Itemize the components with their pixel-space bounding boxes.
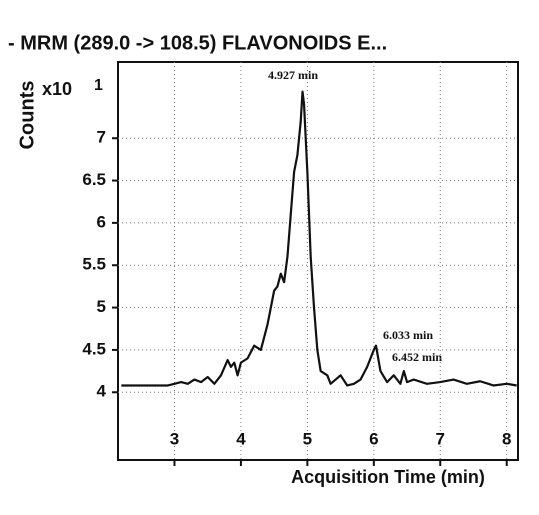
- plot-frame: [117, 61, 519, 461]
- y-tick-label: 6.5: [82, 170, 106, 189]
- trace: [121, 90, 517, 387]
- chart-title: - MRM (289.0 -> 108.5) FLAVONOIDS E...: [8, 32, 387, 54]
- x-tick-label: 4: [236, 429, 246, 448]
- peak-annotation: 6.452 min: [392, 350, 442, 364]
- x-tick-label: 3: [170, 429, 179, 448]
- y-tick-label: 6: [97, 212, 106, 231]
- y-tick-label: 5.5: [82, 255, 106, 274]
- x-axis-label: Acquisition Time (min): [291, 467, 485, 487]
- y-tick-label: 4.5: [82, 339, 106, 358]
- y-axis-label: Counts: [16, 81, 38, 150]
- peak-annotation: 4.927 min: [268, 68, 318, 82]
- x-tick-label: 7: [436, 429, 445, 448]
- y-multiplier: x10: [42, 79, 72, 99]
- y-tick-label: 5: [97, 297, 106, 316]
- y-exponent: 1: [94, 77, 103, 94]
- x-tick-label: 6: [369, 429, 378, 448]
- x-tick-label: 5: [303, 429, 312, 448]
- y-tick-label: 4: [97, 382, 107, 401]
- y-tick-label: 7: [97, 128, 106, 147]
- peak-annotation: 6.033 min: [383, 328, 433, 342]
- x-tick-label: 8: [502, 429, 511, 448]
